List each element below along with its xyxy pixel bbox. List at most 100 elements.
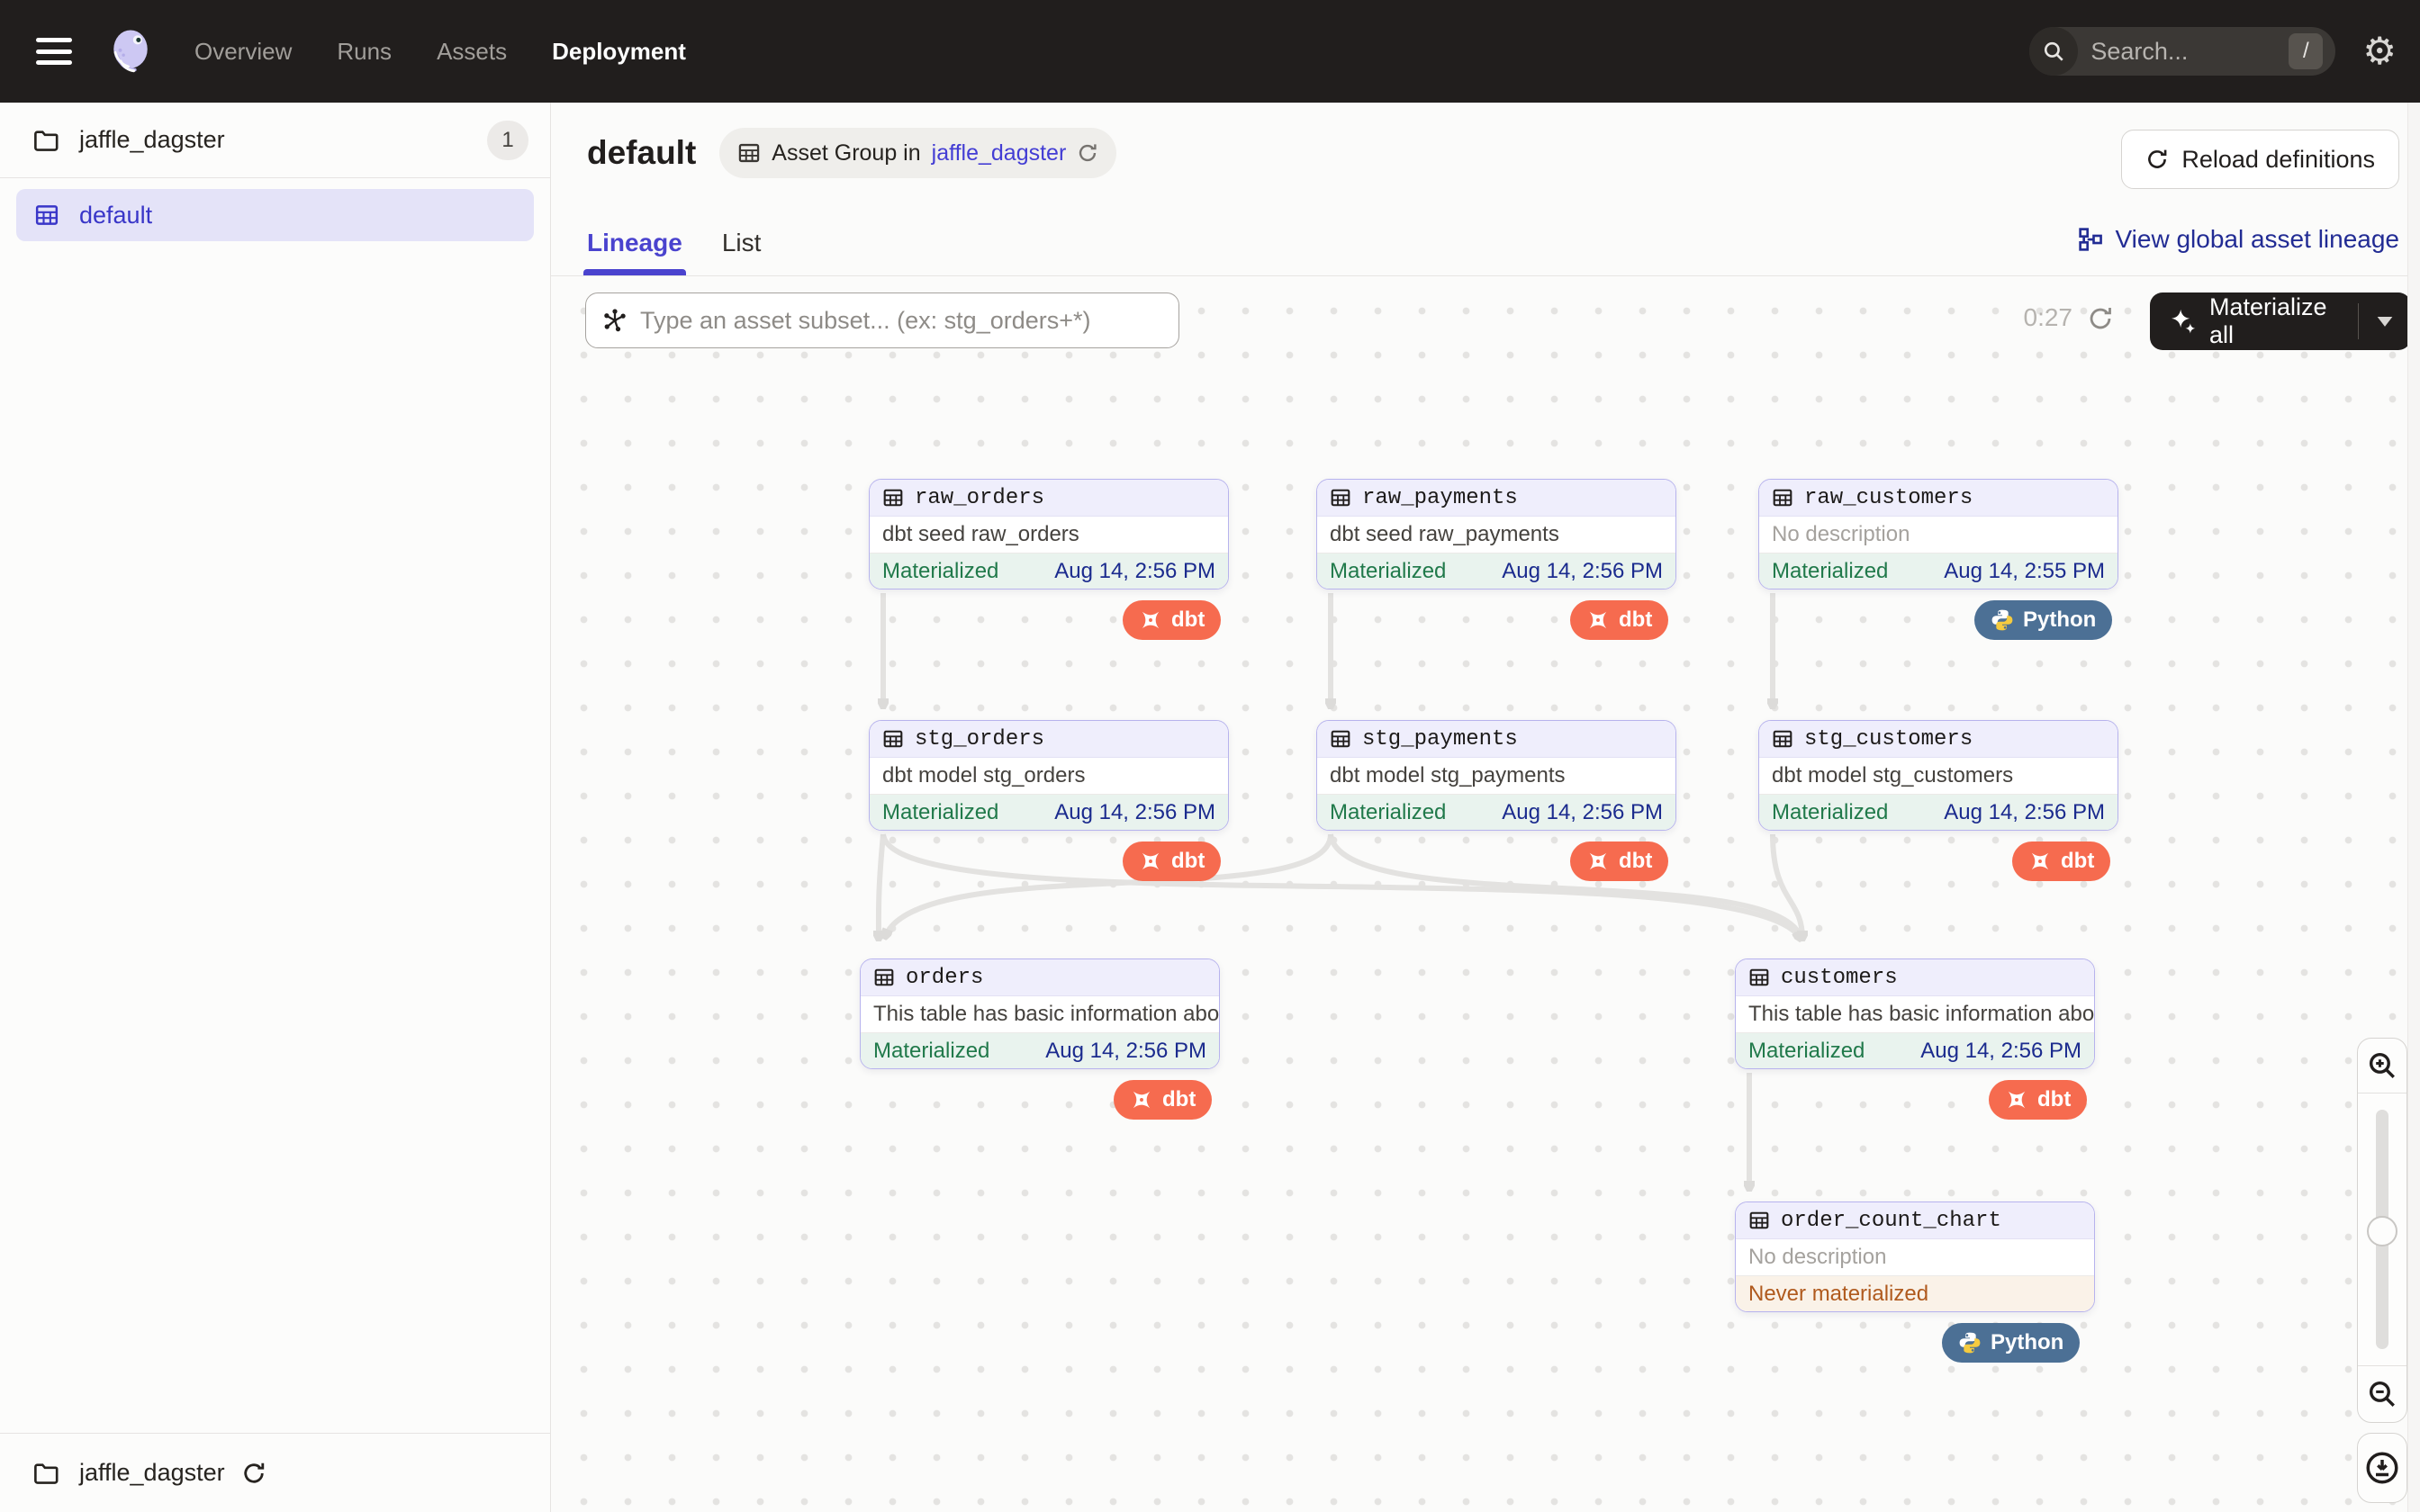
asset-name: orders	[906, 965, 984, 990]
asset-timestamp[interactable]: Aug 14, 2:56 PM	[1944, 799, 2105, 824]
view-tabs: Lineage List	[583, 229, 762, 275]
lineage-edges	[551, 593, 2407, 1512]
zoom-slider[interactable]	[2358, 1094, 2406, 1365]
nav-item-runs[interactable]: Runs	[337, 37, 393, 65]
asset-node-stg_customers[interactable]: stg_customers dbt model stg_customers Ma…	[1758, 720, 2118, 831]
reload-definitions-label: Reload definitions	[2181, 145, 2375, 173]
asset-description: dbt seed raw_payments	[1317, 517, 1675, 554]
asset-node-customers[interactable]: customers This table has basic informati…	[1735, 958, 2095, 1069]
dbt-icon	[2028, 850, 2052, 873]
view-global-asset-lineage-label: View global asset lineage	[2115, 225, 2399, 253]
asset-name: customers	[1781, 965, 1898, 990]
asset-status: Materialized	[882, 558, 999, 583]
asset-node-stg_orders[interactable]: stg_orders dbt model stg_orders Material…	[869, 720, 1229, 831]
asset-timestamp[interactable]: Aug 14, 2:56 PM	[1054, 799, 1215, 824]
asset-status: Materialized	[873, 1038, 990, 1063]
page-title: default	[587, 134, 697, 171]
kind-badge-python: Python	[1974, 600, 2113, 640]
gear-icon[interactable]: ⚙	[2362, 30, 2397, 72]
asset-node-raw_customers[interactable]: raw_customers No description Materialize…	[1758, 479, 2118, 590]
asset-group-pill: Asset Group in jaffle_dagster	[719, 128, 1117, 178]
asset-name: raw_orders	[915, 485, 1045, 510]
asset-subset-filter[interactable]	[585, 292, 1179, 348]
asset-node-orders[interactable]: orders This table has basic information …	[860, 958, 1220, 1069]
nav-item-deployment[interactable]: Deployment	[552, 37, 686, 65]
tab-list[interactable]: List	[721, 229, 762, 256]
table-icon	[1772, 487, 1793, 508]
asset-group-count-badge: 1	[487, 120, 528, 160]
dbt-icon	[1130, 1088, 1153, 1112]
asset-description: dbt model stg_orders	[870, 758, 1228, 795]
table-icon	[1330, 728, 1351, 750]
asset-group-icon	[34, 202, 59, 228]
zoom-in-button[interactable]	[2358, 1039, 2406, 1093]
search-input[interactable]	[2090, 37, 2271, 66]
asset-timestamp[interactable]: Aug 14, 2:56 PM	[1920, 1038, 2081, 1063]
table-icon	[1748, 1210, 1770, 1231]
asset-timestamp[interactable]: Aug 14, 2:56 PM	[1502, 558, 1663, 583]
asset-name: raw_payments	[1362, 485, 1518, 510]
refresh-icon[interactable]	[1077, 142, 1098, 164]
kind-badge-dbt: dbt	[1570, 842, 1669, 881]
python-icon	[1958, 1331, 1982, 1354]
asset-group-pill-link[interactable]: jaffle_dagster	[931, 140, 1067, 166]
asset-status: Materialized	[1330, 558, 1447, 583]
dagster-logo-icon[interactable]	[104, 25, 157, 77]
table-icon	[1748, 967, 1770, 988]
asset-timestamp[interactable]: Aug 14, 2:56 PM	[1045, 1038, 1206, 1063]
kind-badge-dbt: dbt	[1570, 600, 1669, 640]
materialize-all-label: Materialize all	[2209, 293, 2327, 348]
materialize-dropdown-caret[interactable]	[2359, 315, 2407, 328]
asset-timestamp[interactable]: Aug 14, 2:56 PM	[1502, 799, 1663, 824]
menu-icon[interactable]	[36, 38, 72, 65]
sidebar-footer-label: jaffle_dagster	[79, 1459, 225, 1486]
asset-status: Materialized	[1748, 1038, 1865, 1063]
download-graph-button[interactable]	[2357, 1433, 2407, 1503]
asset-timestamp[interactable]: Aug 14, 2:55 PM	[1944, 558, 2105, 583]
view-global-asset-lineage-link[interactable]: View global asset lineage	[2078, 225, 2399, 254]
asset-subset-input[interactable]	[640, 306, 1162, 335]
download-icon	[2364, 1450, 2400, 1486]
scrollbar-gutter[interactable]	[2407, 103, 2420, 1512]
top-nav: Overview Runs Assets Deployment / ⚙	[0, 0, 2420, 103]
reload-definitions-button[interactable]: Reload definitions	[2121, 130, 2399, 189]
page-header: default Asset Group in jaffle_dagster Re…	[551, 103, 2420, 276]
asset-description: dbt model stg_customers	[1759, 758, 2118, 795]
asset-name: stg_payments	[1362, 726, 1518, 752]
dbt-icon	[2005, 1088, 2028, 1112]
refresh-icon[interactable]	[2087, 305, 2114, 332]
folder-icon	[32, 1460, 59, 1487]
kind-badge-dbt: dbt	[2012, 842, 2111, 881]
zoom-slider-handle[interactable]	[2367, 1216, 2397, 1246]
table-icon	[873, 967, 895, 988]
nav-item-assets[interactable]: Assets	[437, 37, 508, 65]
asset-timestamp[interactable]: Aug 14, 2:56 PM	[1054, 558, 1215, 583]
nav-item-overview[interactable]: Overview	[194, 37, 293, 65]
tab-lineage[interactable]: Lineage	[583, 229, 686, 275]
lineage-graph-icon	[2078, 227, 2103, 252]
dbt-icon	[1586, 608, 1610, 632]
asset-node-raw_orders[interactable]: raw_orders dbt seed raw_orders Materiali…	[869, 479, 1229, 590]
asset-node-stg_payments[interactable]: stg_payments dbt model stg_payments Mate…	[1316, 720, 1676, 831]
search-shortcut-key: /	[2289, 33, 2324, 69]
folder-icon	[32, 127, 59, 154]
asset-node-raw_payments[interactable]: raw_payments dbt seed raw_payments Mater…	[1316, 479, 1676, 590]
global-search[interactable]: /	[2029, 27, 2336, 76]
asset-node-order_count_chart[interactable]: order_count_chart No description Never m…	[1735, 1202, 2095, 1312]
kind-badge-dbt: dbt	[1114, 1080, 1213, 1120]
refresh-icon[interactable]	[241, 1461, 266, 1486]
asset-name: raw_customers	[1804, 485, 1973, 510]
asset-description: dbt model stg_payments	[1317, 758, 1675, 795]
sidebar-project-row[interactable]: jaffle_dagster 1	[0, 103, 550, 178]
materialize-all-button[interactable]: Materialize all	[2150, 292, 2407, 350]
zoom-out-button[interactable]	[2358, 1366, 2406, 1422]
asset-status: Materialized	[1772, 558, 1889, 583]
sidebar-item-default[interactable]: default	[16, 189, 534, 241]
table-icon	[882, 487, 904, 508]
asset-selection-icon	[602, 308, 628, 333]
asset-description: No description	[1736, 1239, 2094, 1276]
asset-name: stg_orders	[915, 726, 1045, 752]
dbt-icon	[1586, 850, 1610, 873]
lineage-canvas[interactable]: 0:27 Materialize all raw_orders dbt seed…	[551, 276, 2407, 1512]
sparkle-icon	[2170, 308, 2197, 335]
